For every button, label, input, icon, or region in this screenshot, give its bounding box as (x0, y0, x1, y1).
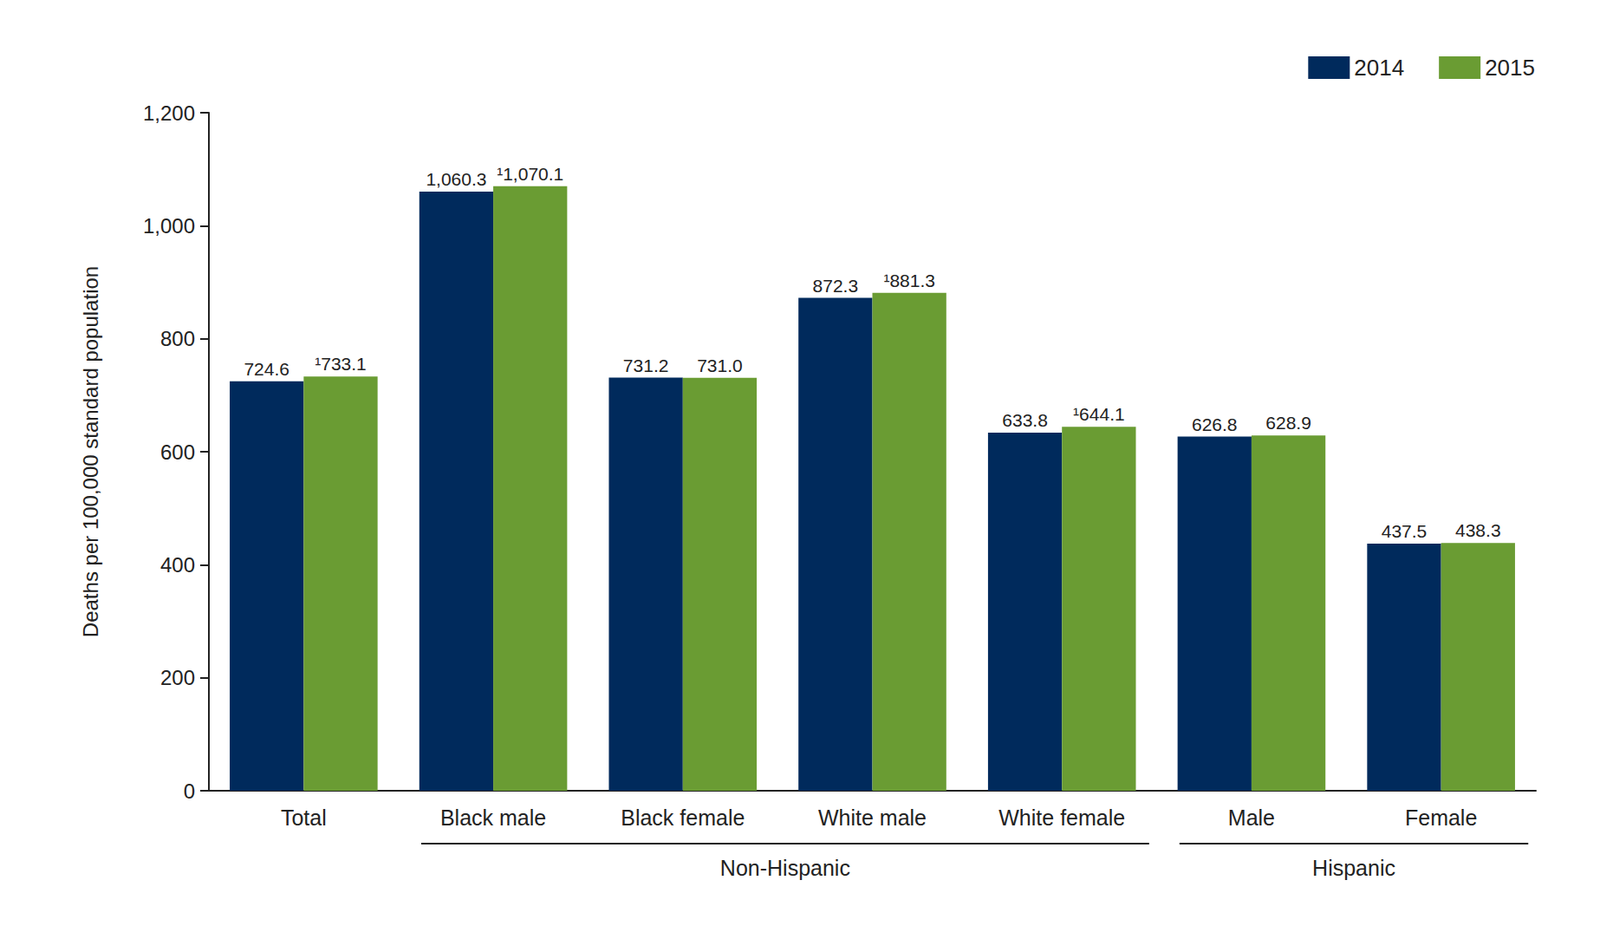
svg-text:Female: Female (1404, 805, 1477, 830)
svg-text:¹644.1: ¹644.1 (1073, 403, 1126, 424)
svg-text:1,000: 1,000 (143, 214, 196, 238)
svg-text:1,200: 1,200 (143, 101, 196, 125)
svg-text:Hispanic: Hispanic (1312, 855, 1396, 880)
svg-text:Non-Hispanic: Non-Hispanic (720, 855, 851, 880)
svg-text:633.8: 633.8 (1001, 409, 1048, 430)
svg-text:731.2: 731.2 (623, 355, 670, 376)
svg-text:White male: White male (818, 805, 927, 830)
svg-text:1,060.3: 1,060.3 (425, 169, 487, 189)
svg-text:628.9: 628.9 (1265, 412, 1312, 433)
svg-text:200: 200 (160, 665, 196, 690)
svg-text:800: 800 (160, 326, 196, 351)
svg-text:600: 600 (160, 440, 196, 464)
svg-text:731.0: 731.0 (696, 355, 743, 376)
svg-text:Black female: Black female (620, 805, 745, 830)
svg-text:2014: 2014 (1353, 54, 1405, 81)
svg-text:400: 400 (160, 552, 196, 577)
svg-text:¹1,070.1: ¹1,070.1 (496, 163, 564, 184)
svg-text:724.6: 724.6 (243, 358, 290, 379)
svg-text:White female: White female (998, 805, 1126, 830)
svg-text:Total: Total (280, 805, 327, 830)
svg-text:0: 0 (183, 779, 196, 803)
svg-text:¹733.1: ¹733.1 (314, 353, 367, 374)
svg-text:Black male: Black male (440, 805, 547, 830)
svg-text:Male: Male (1228, 805, 1275, 830)
svg-text:Deaths per 100,000 standard po: Deaths per 100,000 standard population (78, 266, 103, 638)
svg-text:437.5: 437.5 (1381, 520, 1428, 541)
svg-text:872.3: 872.3 (813, 275, 859, 296)
svg-text:2015: 2015 (1484, 54, 1535, 81)
svg-text:¹881.3: ¹881.3 (883, 270, 936, 291)
svg-text:438.3: 438.3 (1455, 520, 1502, 540)
svg-text:626.8: 626.8 (1191, 414, 1238, 435)
